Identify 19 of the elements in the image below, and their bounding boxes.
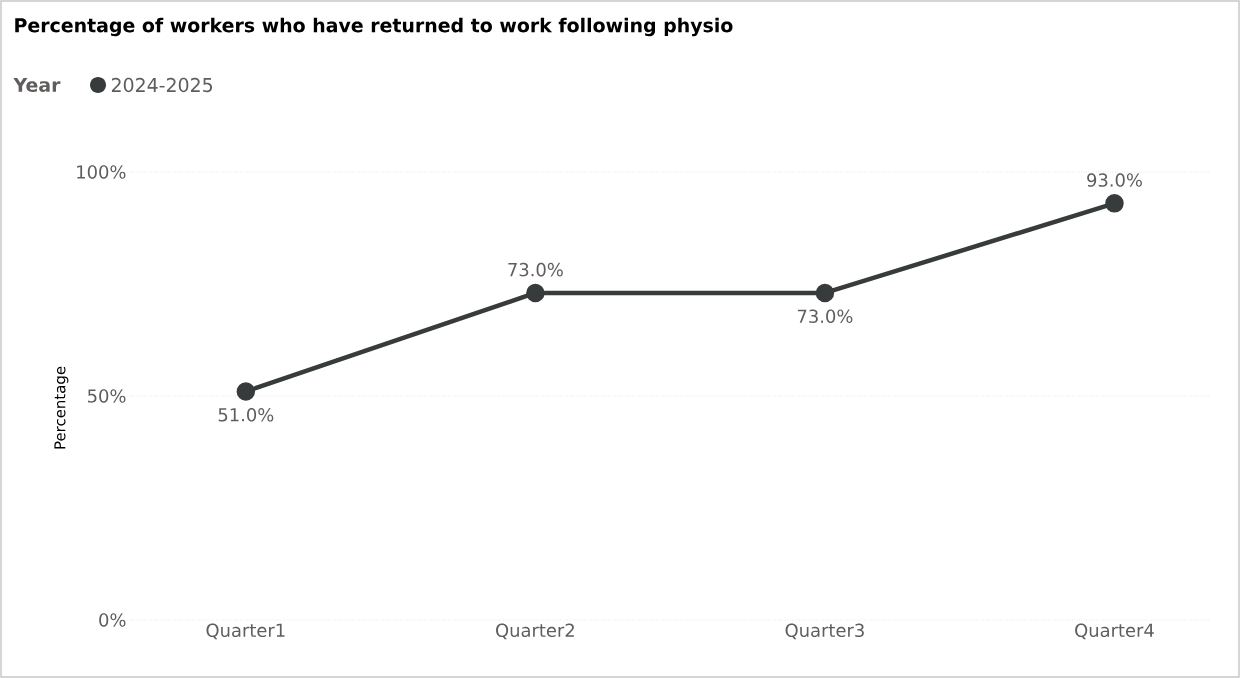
y-tick-label: 100% (77, 165, 126, 179)
data-label: 93.0% (1087, 173, 1142, 187)
x-tick-label: Quarter2 (496, 623, 574, 640)
x-tick-label: Quarter1 (206, 623, 285, 640)
data-label: 73.0% (508, 262, 563, 277)
y-tick-label: 0% (99, 613, 126, 627)
point (236, 382, 256, 401)
legend-label: 2024-2025 (111, 77, 213, 93)
data-label: 73.0% (797, 309, 853, 324)
y-axis-title: Percentage (54, 366, 69, 449)
chart-title: Percentage of workers who have returned to work following physio (15, 17, 733, 37)
point (815, 283, 835, 303)
point (1105, 194, 1124, 213)
y-tick-label: 50% (88, 389, 126, 403)
x-tick-label: Quarter3 (785, 623, 864, 640)
data-label: 51.0% (218, 408, 274, 422)
legend-title: Year (13, 77, 61, 93)
x-tick-label: Quarter4 (1075, 623, 1154, 640)
point (526, 283, 545, 303)
